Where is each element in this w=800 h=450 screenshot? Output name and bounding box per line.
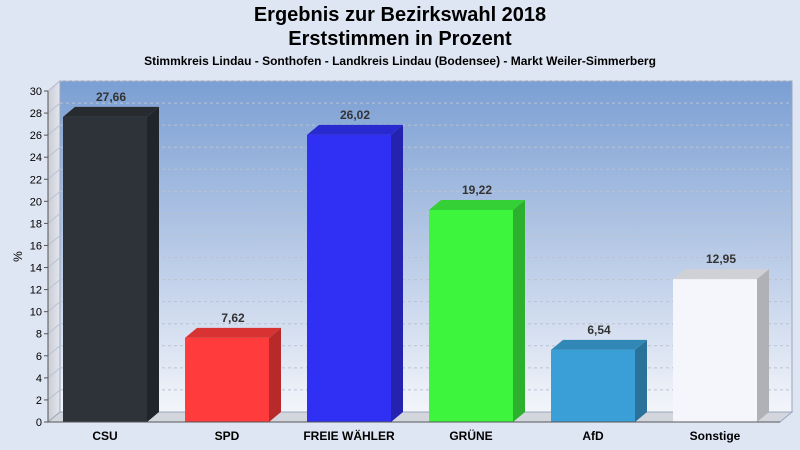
bar-side <box>757 269 769 422</box>
y-tick-label: 12 <box>30 285 42 297</box>
bar-grüne: 19,22 <box>429 183 525 422</box>
grid-line <box>47 168 61 180</box>
chart-title-line1: Ergebnis zur Bezirkswahl 2018 <box>253 4 547 26</box>
x-category-label: GRÜNE <box>449 428 492 443</box>
grid-line <box>47 124 61 136</box>
grid-line <box>47 80 61 92</box>
grid-line <box>47 345 61 357</box>
grid-line <box>47 213 61 224</box>
bar-top <box>429 199 525 210</box>
y-tick-label: 6 <box>36 351 42 363</box>
y-tick-label: 24 <box>30 152 42 164</box>
y-tick-label: 22 <box>30 174 42 186</box>
bar-front <box>429 209 513 422</box>
bar-top <box>63 106 159 117</box>
y-tick-label: 2 <box>36 395 42 407</box>
grid-line <box>47 102 61 114</box>
x-axis: CSU SPD FREIE WÄHLER GRÜNE AfD Sonstige <box>48 421 780 443</box>
bars: 27,66 7,62 26,02 19,22 6,54 12,95 <box>63 90 769 423</box>
bar-csu: 27,66 <box>63 90 159 423</box>
grid-line <box>47 301 61 313</box>
bar-value-label: 6,54 <box>587 323 611 337</box>
x-category-label: CSU <box>92 429 117 443</box>
bar-front <box>185 337 269 422</box>
y-tick-label: 0 <box>36 417 42 429</box>
bar-spd: 7,62 <box>185 311 281 422</box>
x-category-label: SPD <box>215 429 240 443</box>
bar-front <box>551 349 635 422</box>
x-category-label: AfD <box>582 429 604 443</box>
y-axis-label: % <box>11 251 25 262</box>
y-tick-label: 20 <box>30 196 42 208</box>
bar-value-label: 19,22 <box>462 183 492 197</box>
x-category-label: FREIE WÄHLER <box>303 428 395 443</box>
y-tick-label: 10 <box>30 307 42 319</box>
grid-line <box>47 146 61 158</box>
y-tick-label: 4 <box>36 373 42 385</box>
bar-top <box>307 124 403 135</box>
grid-line <box>47 190 61 202</box>
bar-top <box>551 339 647 350</box>
bar-value-label: 7,62 <box>221 311 245 325</box>
bar-front <box>63 116 147 423</box>
bar-top <box>185 327 281 338</box>
x-category-label: Sonstige <box>690 429 741 443</box>
bar-side <box>635 339 647 422</box>
bar-side <box>391 124 403 423</box>
y-tick-label: 18 <box>30 218 42 230</box>
bar-sonstige: 12,95 <box>673 252 769 422</box>
bar-value-label: 26,02 <box>340 108 370 122</box>
plot-background <box>59 80 793 413</box>
y-tick-label: 30 <box>30 86 42 98</box>
grid-line <box>47 367 61 379</box>
bar-value-label: 12,95 <box>706 252 736 266</box>
chart-subtitle: Stimmkreis Lindau - Sonthofen - Landkrei… <box>144 54 656 68</box>
grid-line <box>47 279 61 290</box>
grid-lines <box>47 80 792 401</box>
grid-line <box>47 257 61 268</box>
chart-title-line2: Erststimmen in Prozent <box>288 28 512 50</box>
bar-side <box>513 199 525 422</box>
bar-front <box>307 134 391 423</box>
grid-line <box>47 323 61 335</box>
bar-side <box>147 106 159 423</box>
bar-value-label: 27,66 <box>96 90 126 104</box>
grid-line <box>47 389 61 401</box>
y-tick-label: 26 <box>30 130 42 142</box>
y-tick-label: 28 <box>30 108 42 120</box>
bar-side <box>269 327 281 422</box>
bar-top <box>673 269 769 280</box>
left-wall <box>47 79 61 424</box>
y-tick-label: 14 <box>30 263 42 275</box>
bar-front <box>673 279 757 422</box>
y-tick-label: 16 <box>30 240 42 252</box>
bar-afd: 6,54 <box>551 323 647 422</box>
grid-line <box>47 235 61 246</box>
y-tick-label: 8 <box>36 329 42 341</box>
bar-freie-wähler: 26,02 <box>307 108 403 423</box>
